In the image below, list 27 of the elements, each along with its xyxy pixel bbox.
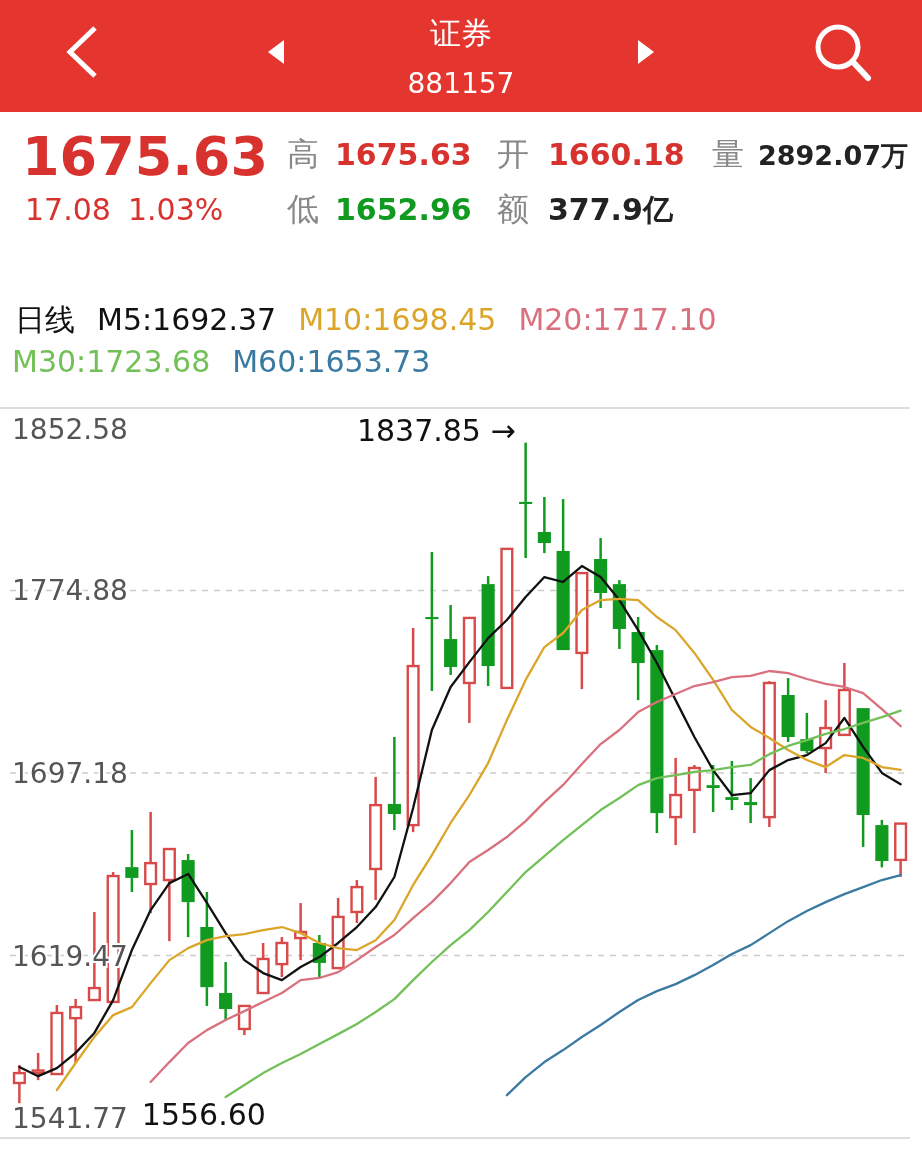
text: 2892.07万: [758, 140, 908, 171]
text: 高: [287, 135, 319, 173]
y-tick-label: 1852.58: [12, 413, 128, 446]
text: 额: [497, 190, 529, 228]
text: 低: [287, 190, 319, 228]
text: M60:1653.73: [232, 344, 431, 379]
text: 开: [497, 135, 529, 173]
y-tick-label: 1541.77: [12, 1102, 128, 1135]
text: M5:1692.37: [97, 302, 277, 337]
text: 1675.63: [22, 125, 268, 188]
annotation: 1837.85 →: [356, 412, 516, 448]
text: 1652.96: [335, 192, 472, 227]
text: 1.03%: [128, 192, 224, 227]
text: 1660.18: [548, 137, 685, 172]
annotation: 1556.60: [141, 1097, 266, 1133]
text: M30:1723.68: [12, 344, 211, 379]
text: 17.08: [25, 192, 111, 227]
y-tick-label: 1697.18: [12, 756, 128, 790]
text: 量: [712, 135, 744, 173]
legend-title: 日线: [15, 302, 75, 337]
text: 1675.63: [335, 137, 472, 172]
text: M20:1717.10: [518, 302, 717, 337]
y-tick-label: 1774.88: [12, 574, 128, 608]
text: 377.9亿: [548, 192, 674, 227]
chart-title: 证券: [430, 15, 492, 51]
text: M10:1698.45: [298, 302, 497, 337]
chart-subtitle: 881157: [407, 67, 515, 100]
